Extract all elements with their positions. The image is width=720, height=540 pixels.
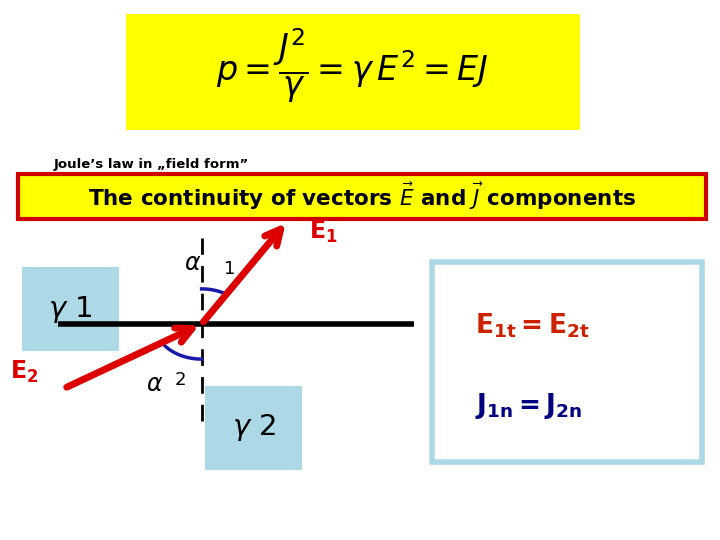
Text: $\mathbf{E_2}$: $\mathbf{E_2}$ [10, 359, 39, 385]
FancyBboxPatch shape [22, 267, 119, 351]
FancyBboxPatch shape [126, 14, 580, 130]
Text: Joule’s law in „field form”: Joule’s law in „field form” [54, 158, 249, 171]
Text: $\mathit{p} = \dfrac{\mathit{J}^{2}}{\gamma} = \gamma\,\mathit{E}^{2} = \mathit{: $\mathit{p} = \dfrac{\mathit{J}^{2}}{\ga… [217, 27, 489, 105]
Text: $\gamma\ 1$: $\gamma\ 1$ [48, 294, 92, 325]
Text: $\gamma\ 2$: $\gamma\ 2$ [232, 413, 276, 443]
FancyBboxPatch shape [18, 174, 706, 219]
FancyBboxPatch shape [205, 386, 302, 470]
Text: The continuity of vectors $\vec{\mathit{E}}$ and $\vec{\mathit{J}}$ components: The continuity of vectors $\vec{\mathit{… [88, 181, 636, 212]
Text: $1$: $1$ [223, 260, 235, 278]
FancyBboxPatch shape [432, 262, 702, 462]
Text: $\mathbf{E_1}$: $\mathbf{E_1}$ [309, 219, 338, 245]
Text: $\alpha$: $\alpha$ [184, 251, 202, 274]
Text: $\mathbf{J_{1n}{=}J_{2n}}$: $\mathbf{J_{1n}{=}J_{2n}}$ [475, 391, 582, 421]
Text: $2$: $2$ [174, 371, 186, 389]
Text: $\mathbf{E_{1t}{=}E_{2t}}$: $\mathbf{E_{1t}{=}E_{2t}}$ [475, 312, 590, 340]
Text: $\alpha$: $\alpha$ [145, 372, 163, 396]
